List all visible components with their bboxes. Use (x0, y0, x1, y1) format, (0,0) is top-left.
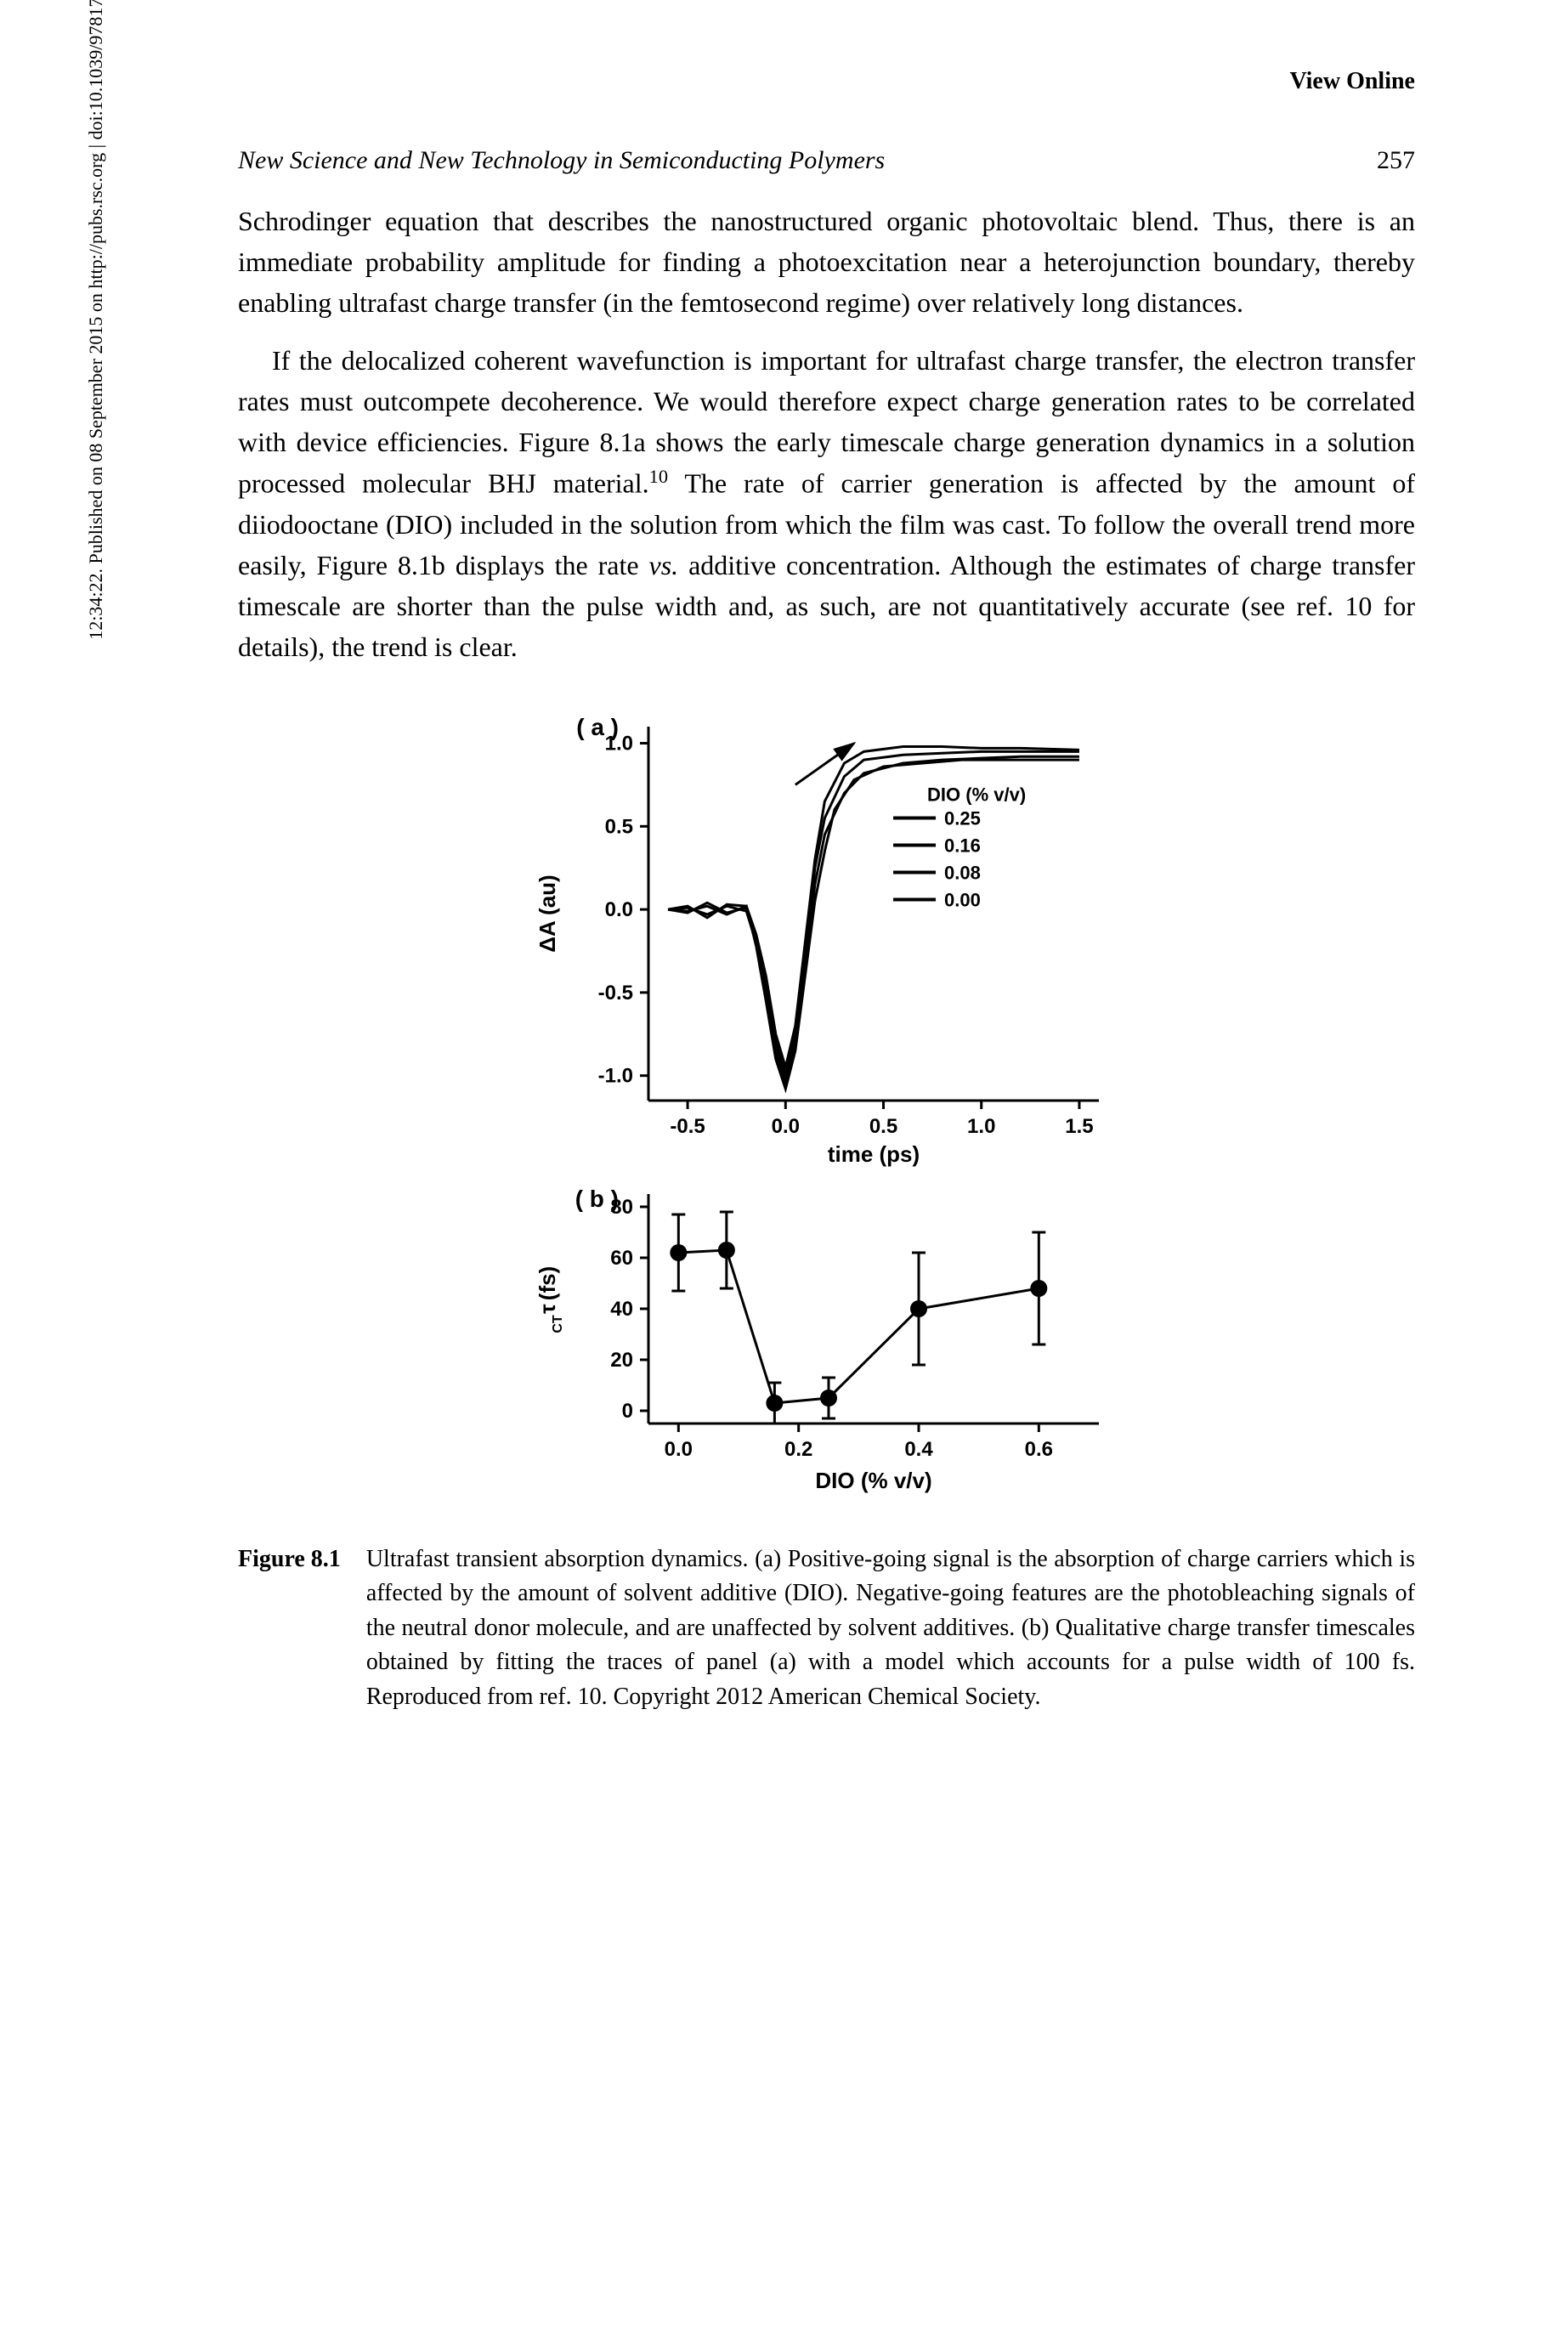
sidebar-metadata: 12:34:22. Published on 08 September 2015… (85, 0, 107, 765)
svg-text:( a ): ( a ) (576, 714, 619, 740)
ref-10-superscript: 10 (649, 466, 668, 487)
svg-text:1.5: 1.5 (1065, 1115, 1093, 1138)
svg-text:0: 0 (621, 1400, 632, 1423)
chart-b: 0.00.20.40.6020406080DIO (% v/v)τCT (fs)… (521, 1177, 1133, 1500)
svg-text:time (ps): time (ps) (827, 1141, 919, 1167)
svg-text:0.08: 0.08 (944, 862, 981, 883)
svg-text:0.0: 0.0 (664, 1438, 692, 1461)
view-online-link[interactable]: View Online (238, 68, 1415, 95)
svg-text:0.16: 0.16 (944, 835, 981, 856)
svg-text:60: 60 (610, 1247, 633, 1270)
svg-text:-0.5: -0.5 (597, 982, 632, 1005)
svg-text:20: 20 (610, 1349, 633, 1372)
svg-text:(fs): (fs) (535, 1265, 560, 1299)
svg-text:-0.5: -0.5 (670, 1115, 705, 1138)
svg-text:0.0: 0.0 (604, 898, 632, 921)
svg-text:DIO (% v/v): DIO (% v/v) (927, 784, 1026, 805)
figure-caption: Figure 8.1 Ultrafast transient absorptio… (238, 1542, 1415, 1715)
svg-text:0.6: 0.6 (1024, 1438, 1052, 1461)
svg-text:0.5: 0.5 (869, 1115, 897, 1138)
svg-text:0.2: 0.2 (784, 1438, 812, 1461)
page-header: New Science and New Technology in Semico… (238, 146, 1415, 175)
svg-text:40: 40 (610, 1298, 633, 1321)
svg-text:0.5: 0.5 (604, 815, 632, 838)
svg-text:0.25: 0.25 (944, 807, 981, 829)
chart-a: -0.50.00.51.01.5-1.0-0.50.00.51.0time (p… (521, 701, 1133, 1177)
page-number: 257 (1377, 146, 1415, 175)
svg-text:CT: CT (551, 1315, 565, 1333)
svg-text:0.00: 0.00 (944, 889, 981, 910)
vs-italic: vs. (649, 550, 679, 580)
svg-text:τ: τ (535, 1303, 560, 1313)
running-title: New Science and New Technology in Semico… (238, 146, 885, 175)
svg-text:ΔA (au): ΔA (au) (535, 875, 560, 952)
svg-text:( b ): ( b ) (575, 1186, 618, 1212)
svg-text:-1.0: -1.0 (597, 1064, 632, 1087)
svg-text:1.0: 1.0 (967, 1115, 995, 1138)
svg-text:0.0: 0.0 (771, 1115, 799, 1138)
paragraph-1: Schrodinger equation that describes the … (238, 201, 1415, 323)
paragraph-2: If the delocalized coherent wavefunction… (238, 340, 1415, 667)
figure-caption-text: Ultrafast transient absorption dynamics.… (366, 1542, 1415, 1715)
figure-label: Figure 8.1 (238, 1542, 341, 1715)
svg-text:DIO (% v/v): DIO (% v/v) (815, 1468, 931, 1493)
figure-8-1: -0.50.00.51.01.5-1.0-0.50.00.51.0time (p… (495, 701, 1158, 1500)
svg-text:0.4: 0.4 (904, 1438, 933, 1461)
